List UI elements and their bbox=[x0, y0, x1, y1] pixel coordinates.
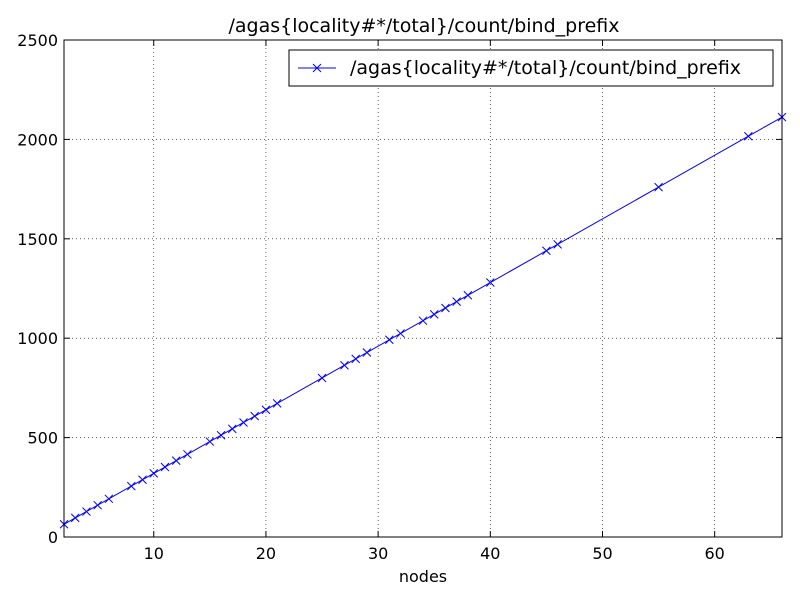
data-point-marker bbox=[205, 437, 215, 446]
data-point-marker bbox=[149, 469, 159, 478]
legend-box bbox=[288, 49, 774, 87]
data-point-marker bbox=[429, 309, 439, 319]
data-point-marker bbox=[227, 424, 237, 434]
data-point-marker bbox=[362, 348, 372, 357]
data-point-marker bbox=[104, 494, 114, 504]
data-point-marker bbox=[183, 449, 192, 459]
legend-marker-icon bbox=[312, 63, 322, 73]
data-point-marker bbox=[463, 290, 473, 300]
data-point-marker bbox=[351, 354, 361, 364]
data-point-marker bbox=[70, 513, 80, 523]
x-tick-label: 50 bbox=[592, 544, 612, 563]
legend-label: /agas{locality#*/total}/count/bind_prefi… bbox=[350, 57, 741, 79]
data-point-marker bbox=[485, 278, 495, 287]
legend-x-marker-icon bbox=[312, 63, 322, 73]
y-tick-label: 2000 bbox=[17, 130, 58, 149]
plot-frame bbox=[63, 39, 783, 538]
y-tick-label: 2500 bbox=[17, 31, 58, 50]
data-point-marker bbox=[171, 456, 181, 466]
data-point-marker bbox=[396, 329, 405, 338]
x-tick-label: 20 bbox=[256, 544, 276, 563]
data-point-marker bbox=[542, 246, 551, 256]
x-tick-label: 40 bbox=[480, 544, 500, 563]
data-point-marker bbox=[553, 240, 562, 249]
data-point-marker bbox=[261, 405, 271, 415]
data-point-marker bbox=[138, 475, 147, 485]
ticks: 10 20 30 40 50 60 0 500 1000 1500 2000 2500 bbox=[17, 31, 782, 563]
data-point-marker bbox=[160, 462, 170, 472]
data-point-marker bbox=[654, 182, 663, 192]
data-point-marker bbox=[743, 131, 753, 141]
data-point-marker bbox=[250, 411, 260, 421]
data-point-marker bbox=[340, 360, 349, 370]
x-tick-label: 30 bbox=[368, 544, 388, 563]
data-point-marker bbox=[452, 297, 462, 306]
data-point-marker bbox=[384, 335, 394, 345]
data-point-marker bbox=[239, 418, 248, 427]
x-axis-label: nodes bbox=[399, 567, 447, 586]
data-point-marker bbox=[441, 303, 450, 313]
data-point-marker bbox=[272, 399, 282, 408]
data-point-marker bbox=[317, 373, 327, 383]
y-tick-label: 1500 bbox=[17, 230, 58, 249]
data-point-marker bbox=[93, 500, 103, 510]
y-tick-label: 1000 bbox=[17, 329, 58, 348]
data-point-marker bbox=[216, 430, 226, 440]
x-tick-label: 10 bbox=[144, 544, 164, 563]
x-tick-label: 60 bbox=[705, 544, 725, 563]
legend: /agas{locality#*/total}/count/bind_prefi… bbox=[288, 49, 774, 87]
data-point-marker bbox=[82, 507, 91, 516]
data-point-marker bbox=[126, 481, 136, 491]
chart-title: /agas{locality#*/total}/count/bind_prefi… bbox=[228, 15, 619, 37]
data-point-marker bbox=[418, 316, 428, 326]
grid bbox=[64, 40, 782, 537]
y-tick-label: 0 bbox=[48, 528, 58, 547]
series-layer bbox=[59, 112, 787, 529]
y-tick-label: 500 bbox=[27, 429, 58, 448]
